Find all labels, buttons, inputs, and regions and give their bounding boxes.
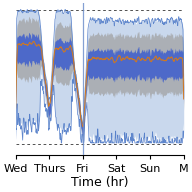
X-axis label: Time (hr): Time (hr) (71, 175, 128, 189)
